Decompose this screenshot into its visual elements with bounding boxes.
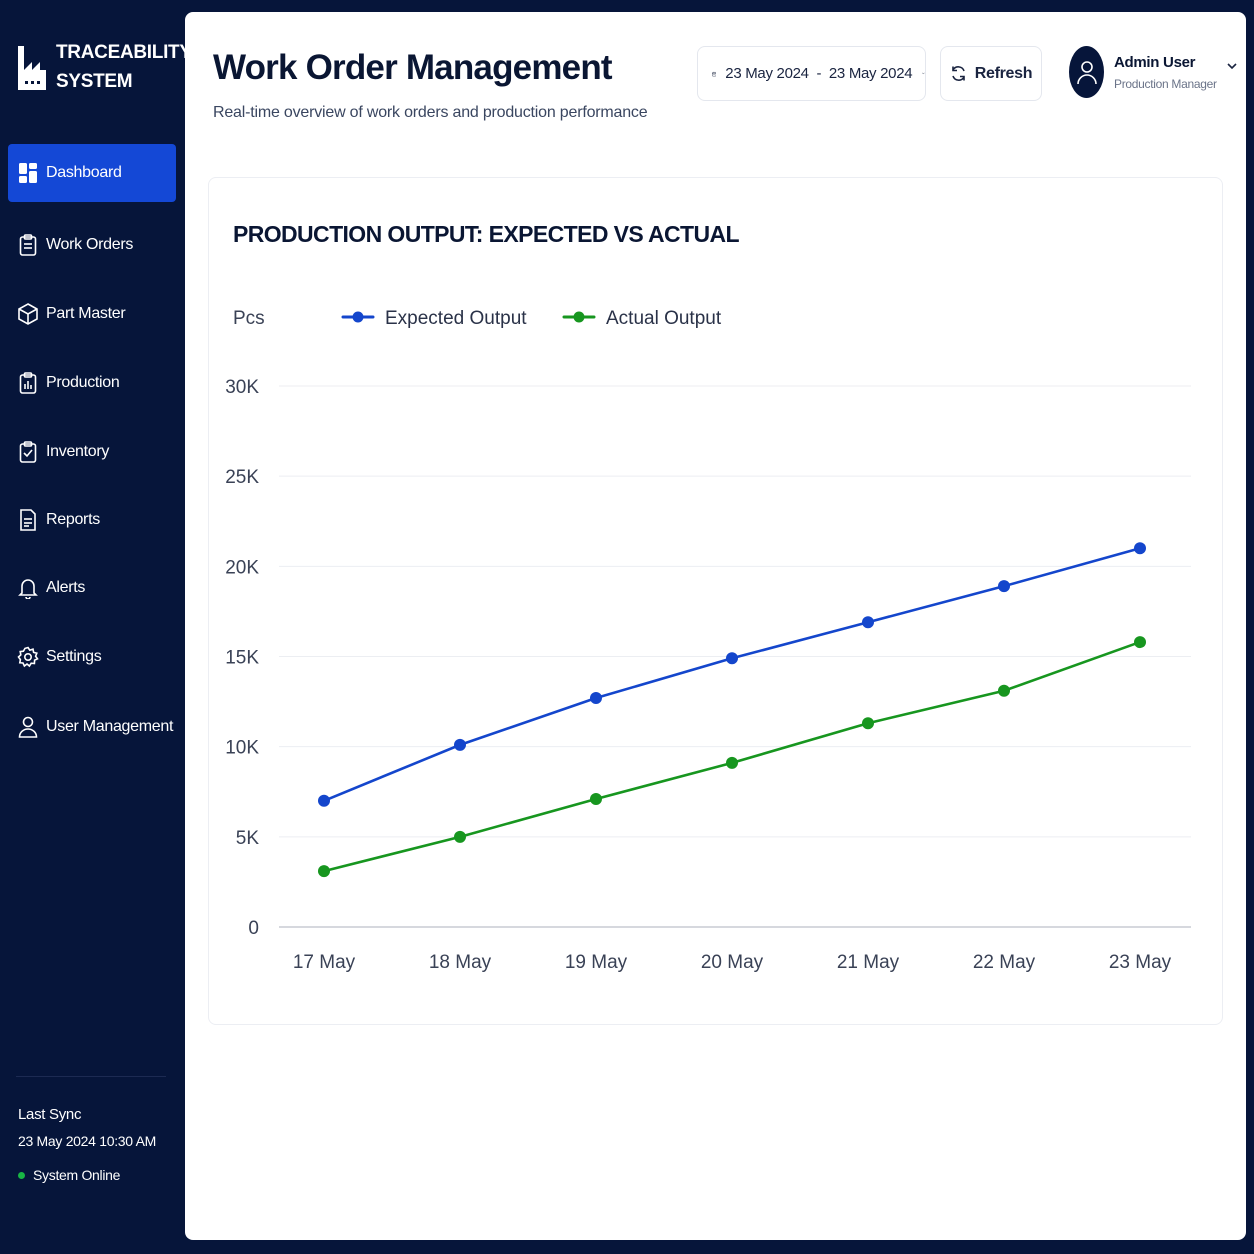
sidebar-item-label: Production [46, 374, 120, 391]
last-sync-label: Last Sync [18, 1106, 82, 1123]
sidebar-item-user-management[interactable]: User Management [8, 698, 176, 756]
user-menu[interactable]: Admin User Production Manager [1069, 46, 1237, 98]
sidebar-item-label: Dashboard [46, 164, 122, 181]
system-status: System Online [18, 1167, 156, 1183]
date-range-value: 23 May 2024 - 23 May 2024 [725, 65, 913, 82]
production-output-chart: 0 5K 10K 15K 20K 25K 30K 17 May 18 May 19 May 20 M… [225, 308, 1191, 973]
data-point [454, 830, 466, 843]
sidebar-item-label: Settings [46, 648, 102, 665]
data-point [590, 691, 602, 704]
refresh-button[interactable]: Refresh [940, 46, 1042, 101]
y-tick-label: 0 [248, 918, 259, 939]
last-sync-time: 23 May 2024 10:30 AM [18, 1133, 156, 1149]
avatar [1069, 46, 1104, 98]
page-title: Work Order Management [213, 48, 613, 87]
brand-name-line2: SYSTEM [56, 71, 133, 92]
data-point [998, 580, 1010, 593]
data-point [454, 738, 466, 751]
sidebar-item-label: User Management [46, 718, 174, 735]
x-tick-label: 23 May [1109, 952, 1172, 973]
x-tick-label: 17 May [293, 952, 356, 973]
y-tick-label: 30K [225, 377, 259, 398]
data-point [1134, 542, 1146, 555]
page-subtitle: Real-time overview of work orders and pr… [213, 104, 648, 121]
legend-label: Actual Output [606, 308, 722, 329]
data-point [862, 717, 874, 730]
data-point [726, 756, 738, 769]
user-name: Admin User [1114, 53, 1196, 71]
data-point [318, 865, 330, 878]
data-point [318, 794, 330, 807]
data-point [726, 652, 738, 665]
x-tick-label: 19 May [565, 952, 628, 973]
box-icon [17, 303, 39, 325]
x-tick-label: 20 May [701, 952, 764, 973]
sidebar-item-label: Alerts [46, 579, 86, 596]
main-panel: Work Order Management Real-time overview… [185, 12, 1246, 1240]
clipboard-check-icon [17, 441, 39, 463]
sidebar-item-dashboard[interactable]: Dashboard [8, 144, 176, 202]
sidebar-item-settings[interactable]: Settings [8, 628, 176, 686]
gear-icon [17, 646, 39, 668]
sidebar: TRACEABILITY SYSTEM Dashboard Work Order… [0, 0, 192, 1254]
sidebar-item-label: Work Orders [46, 236, 134, 253]
x-tick-label: 22 May [973, 952, 1036, 973]
legend-marker [573, 311, 585, 323]
system-status-label: System Online [33, 1167, 121, 1183]
calendar-icon [712, 71, 717, 76]
data-point [590, 792, 602, 805]
brand-name-line1: TRACEABILITY [56, 42, 192, 63]
y-axis-label: Pcs [233, 308, 265, 329]
sidebar-item-part-master[interactable]: Part Master [8, 285, 176, 343]
clipboard-icon [17, 234, 39, 256]
sync-status: Last Sync 23 May 2024 10:30 AM System On… [18, 1106, 156, 1183]
sidebar-item-production[interactable]: Production [8, 354, 176, 412]
legend-label: Expected Output [385, 308, 527, 329]
bell-icon [17, 577, 39, 599]
sidebar-item-reports[interactable]: Reports [8, 491, 176, 549]
sidebar-item-inventory[interactable]: Inventory [8, 423, 176, 481]
legend-marker [352, 311, 364, 323]
status-dot-icon [18, 1171, 25, 1179]
x-tick-label: 18 May [429, 952, 492, 973]
user-avatar-icon [1076, 61, 1097, 85]
document-icon [17, 509, 39, 531]
sidebar-item-work-orders[interactable]: Work Orders [8, 216, 176, 274]
chart-title: PRODUCTION OUTPUT: EXPECTED VS ACTUAL [233, 221, 740, 247]
sidebar-item-alerts[interactable]: Alerts [8, 559, 176, 617]
chevron-down-icon [1227, 62, 1237, 69]
x-tick-label: 21 May [837, 952, 900, 973]
brand-logo[interactable]: TRACEABILITY SYSTEM [16, 38, 192, 96]
production-output-card: PRODUCTION OUTPUT: EXPECTED VS ACTUAL 0 5… [208, 177, 1223, 1025]
refresh-label: Refresh [974, 64, 1033, 82]
date-range-picker[interactable]: 23 May 2024 - 23 May 2024 [697, 46, 926, 101]
y-tick-label: 25K [225, 467, 259, 488]
sidebar-item-label: Reports [46, 511, 100, 528]
data-point [862, 616, 874, 629]
refresh-icon [951, 66, 965, 81]
user-role: Production Manager [1114, 76, 1217, 91]
chevron-down-icon [922, 72, 925, 75]
sidebar-item-label: Part Master [46, 305, 126, 322]
bar-chart-icon [17, 372, 39, 394]
y-tick-label: 15K [225, 648, 259, 669]
data-point [998, 684, 1010, 697]
user-icon [17, 716, 39, 738]
y-tick-label: 10K [225, 738, 259, 759]
sidebar-item-label: Inventory [46, 443, 110, 460]
y-tick-label: 20K [225, 557, 259, 578]
sidebar-divider [16, 1076, 166, 1077]
factory-icon [18, 46, 46, 90]
dashboard-icon [17, 162, 39, 184]
y-tick-label: 5K [236, 828, 260, 849]
data-point [1134, 636, 1146, 649]
